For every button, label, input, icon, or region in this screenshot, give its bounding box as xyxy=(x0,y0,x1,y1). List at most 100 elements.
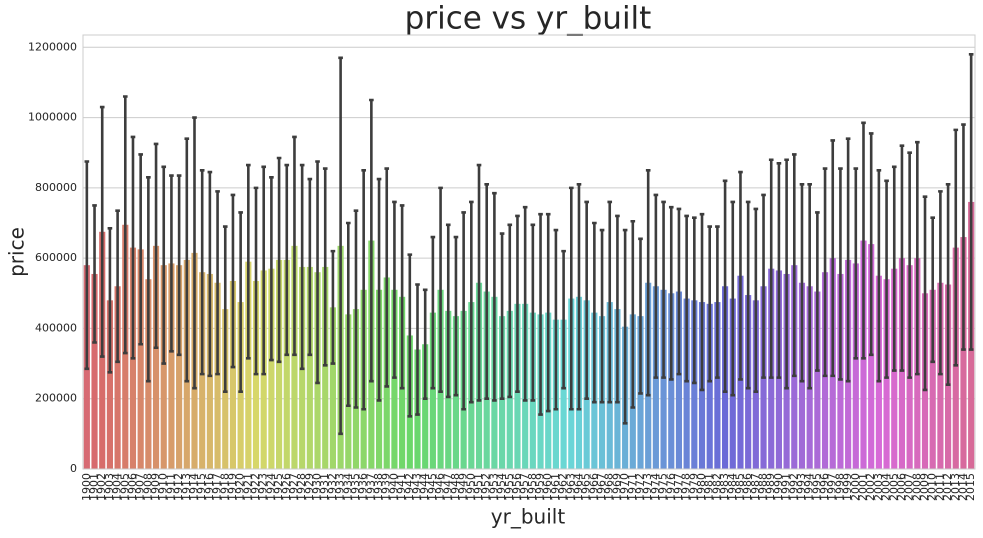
bar xyxy=(706,303,713,469)
x-tick-label: 1978 xyxy=(680,473,693,501)
x-tick-label: 1977 xyxy=(672,473,685,501)
y-tick-label: 800000 xyxy=(35,181,77,194)
x-tick-label: 1945 xyxy=(426,473,439,501)
error-bar xyxy=(261,165,267,376)
x-tick-label: 1941 xyxy=(395,473,408,501)
x-tick-label: 1932 xyxy=(326,473,339,501)
x-tick-label: 1999 xyxy=(841,473,854,501)
error-bar xyxy=(222,225,228,393)
error-bar xyxy=(922,195,928,392)
x-tick-label: 1953 xyxy=(487,473,500,501)
x-tick-label: 1969 xyxy=(610,473,623,501)
error-bar xyxy=(584,200,589,401)
error-bar xyxy=(899,144,905,372)
error-bar xyxy=(607,200,613,404)
x-tick-label: 1997 xyxy=(826,473,839,501)
x-tick-label: 1943 xyxy=(411,473,424,501)
x-tick-label: 1956 xyxy=(510,473,523,501)
error-bar xyxy=(961,123,966,351)
error-bar xyxy=(407,253,413,418)
error-bar xyxy=(815,211,820,372)
error-bar xyxy=(238,211,243,393)
x-tick-label: 1906 xyxy=(126,473,139,501)
error-bar xyxy=(515,214,520,393)
x-tick-label: 1970 xyxy=(618,473,631,501)
x-tick-label: 1938 xyxy=(372,473,385,501)
error-bar xyxy=(361,168,366,411)
error-bar xyxy=(445,223,451,399)
error-bar xyxy=(522,205,528,402)
x-tick-label: 1942 xyxy=(403,473,416,501)
error-bar xyxy=(469,200,474,404)
bar xyxy=(291,245,298,469)
error-bar xyxy=(699,212,705,392)
error-bar xyxy=(845,137,851,383)
x-tick-label: 1919 xyxy=(226,473,239,501)
error-bar xyxy=(215,190,220,376)
x-tick-label: 1902 xyxy=(95,473,108,501)
error-bar xyxy=(161,165,167,365)
x-tick-label: 2000 xyxy=(849,473,862,501)
error-bar xyxy=(676,207,682,376)
x-tick-label: 1918 xyxy=(218,473,231,501)
x-tick-label: 2010 xyxy=(926,473,939,501)
x-tick-label: 1928 xyxy=(295,473,308,501)
bar xyxy=(176,265,183,469)
bar xyxy=(329,307,336,469)
x-tick-label: 1923 xyxy=(257,473,270,501)
error-bar xyxy=(692,216,697,385)
y-tick-label: 1000000 xyxy=(28,111,77,124)
bar xyxy=(691,300,698,469)
error-bar xyxy=(169,174,174,353)
error-bar xyxy=(399,204,405,390)
error-bar xyxy=(730,200,736,397)
bar xyxy=(429,312,436,469)
error-bar xyxy=(684,214,689,383)
error-bar xyxy=(453,235,459,397)
error-bar xyxy=(784,158,789,390)
error-bar xyxy=(715,225,720,379)
bar xyxy=(675,291,683,469)
x-tick-label: 1952 xyxy=(480,473,493,501)
error-bar xyxy=(638,237,643,395)
error-bar xyxy=(276,156,282,364)
x-tick-label: 1996 xyxy=(818,473,831,501)
x-tick-label: 2015 xyxy=(964,473,977,501)
error-bar xyxy=(253,186,259,376)
error-bar xyxy=(822,167,828,378)
x-tick-label: 1912 xyxy=(172,473,185,501)
error-bar xyxy=(422,288,428,401)
x-tick-label: 1910 xyxy=(157,473,170,501)
error-bar xyxy=(915,140,920,376)
error-bar xyxy=(199,168,205,376)
x-tick-label: 1939 xyxy=(380,473,393,501)
x-tick-label: 1957 xyxy=(518,473,531,501)
bar xyxy=(683,298,690,469)
error-bar xyxy=(799,183,805,383)
error-bar xyxy=(945,183,951,386)
x-tick-label: 1983 xyxy=(718,473,731,501)
x-axis-label: yr_built xyxy=(491,505,566,529)
x-tick-label: 2012 xyxy=(941,473,954,501)
y-axis-label: price xyxy=(5,227,29,277)
x-tick-label: 1964 xyxy=(572,473,585,501)
x-tick-label: 1916 xyxy=(203,473,216,501)
error-bar xyxy=(745,200,751,390)
x-tick-label: 1930 xyxy=(311,473,324,501)
x-tick-label: 1991 xyxy=(780,473,793,501)
x-tick-label: 1986 xyxy=(741,473,754,501)
x-tick-label: 1967 xyxy=(595,473,608,501)
error-bar xyxy=(315,160,320,385)
bar xyxy=(152,245,160,469)
bar xyxy=(714,302,721,469)
error-bar xyxy=(968,53,974,351)
error-bar xyxy=(115,209,120,364)
error-bar xyxy=(284,163,290,357)
error-bar xyxy=(853,167,859,360)
error-bar xyxy=(622,228,628,425)
error-bar xyxy=(84,160,90,371)
bar xyxy=(937,282,944,469)
error-bar xyxy=(530,223,536,402)
error-bar xyxy=(884,179,889,379)
